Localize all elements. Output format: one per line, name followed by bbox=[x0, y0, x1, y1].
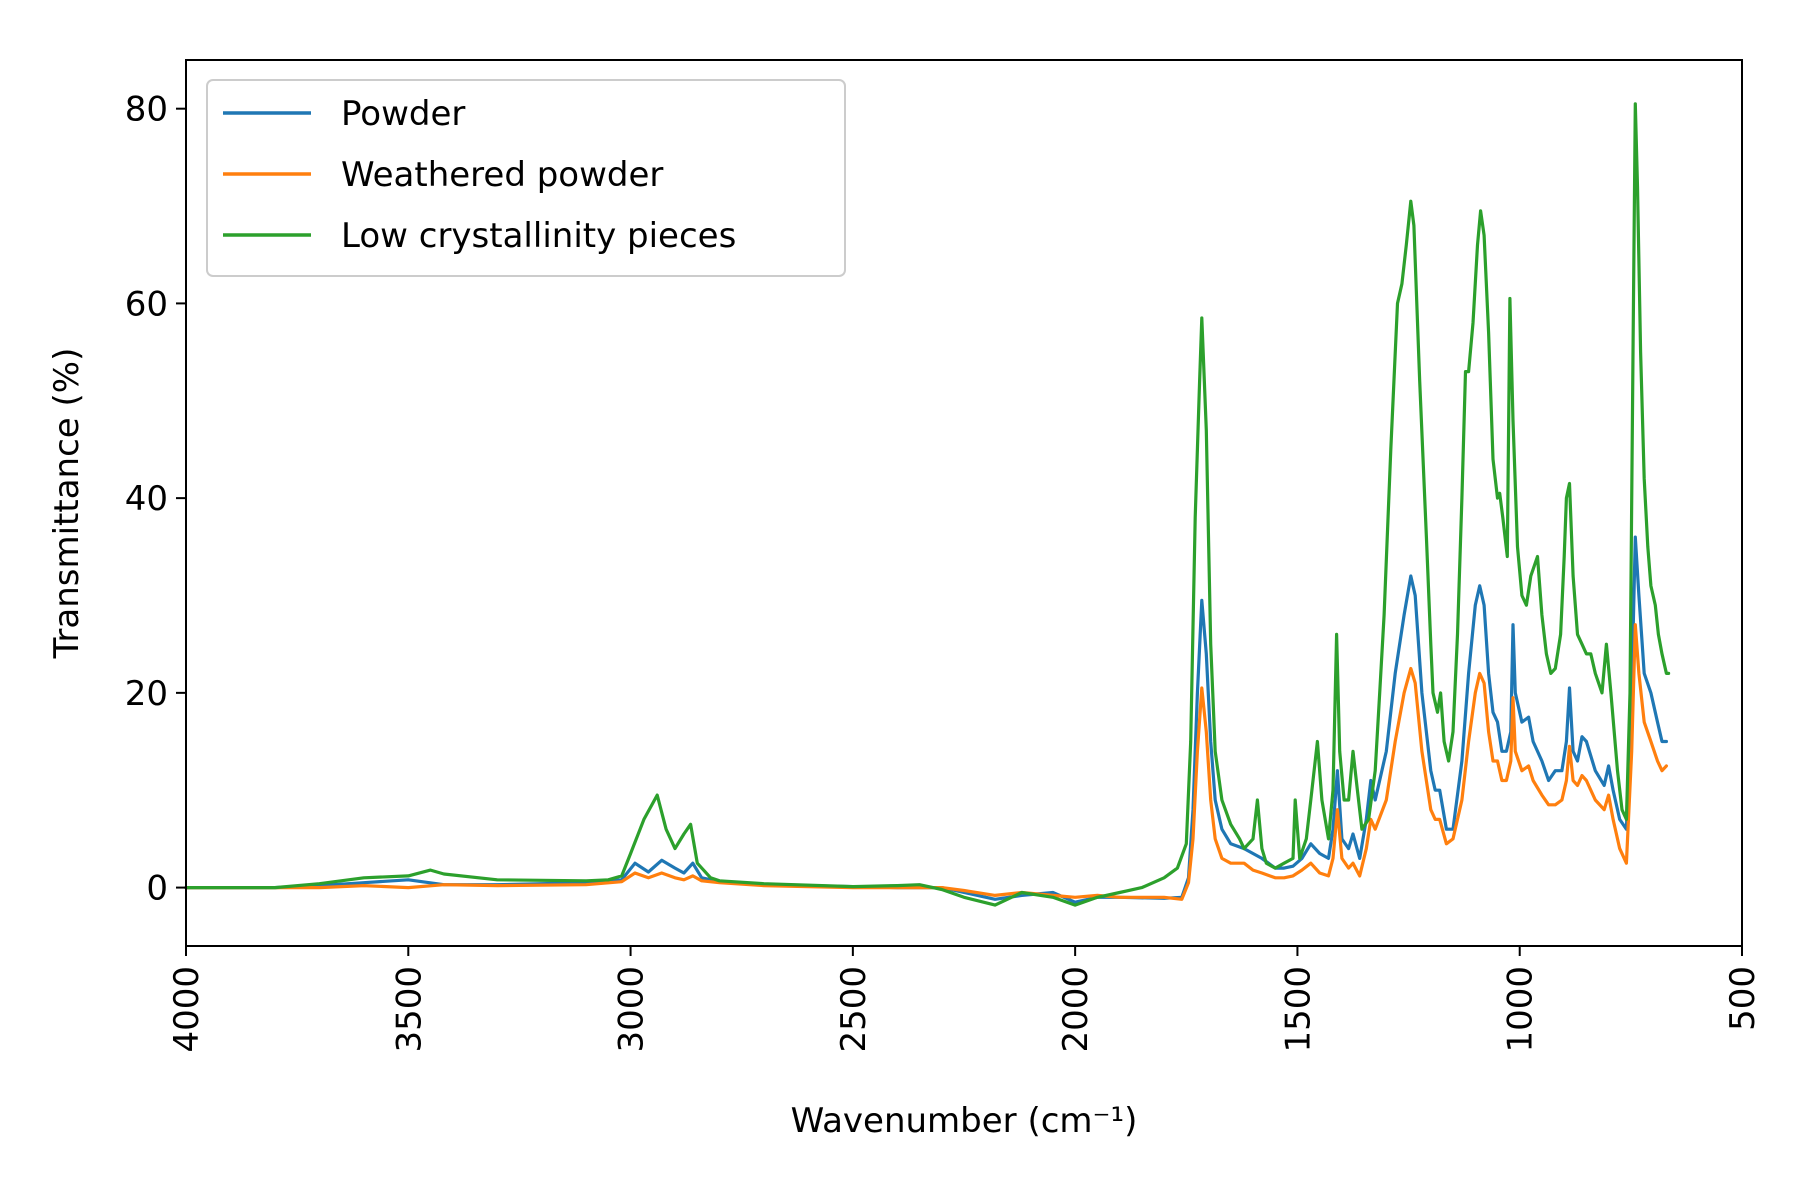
legend-box bbox=[206, 79, 846, 277]
y-axis: 0 20 40 60 80 bbox=[125, 90, 186, 909]
legend-label-1: Powder bbox=[341, 94, 465, 134]
series-layer bbox=[184, 102, 1671, 907]
y-tick-label: 40 bbox=[125, 479, 168, 519]
y-tick-label: 80 bbox=[125, 90, 168, 130]
x-tick-label: 2000 bbox=[1056, 966, 1096, 1053]
y-tick-label: 20 bbox=[125, 674, 168, 714]
series-line-3 bbox=[184, 102, 1671, 907]
x-tick-label: 4000 bbox=[167, 966, 207, 1053]
x-axis: 4000 3500 3000 2500 2000 1500 1000 500 bbox=[167, 946, 1763, 1053]
x-tick-label: 2500 bbox=[834, 966, 874, 1053]
legend-label-2: Weathered powder bbox=[341, 155, 663, 195]
x-tick-label: 500 bbox=[1723, 966, 1763, 1031]
x-axis-title: Wavenumber (cm⁻¹) bbox=[791, 1101, 1138, 1141]
series-line-1 bbox=[184, 535, 1668, 904]
y-tick-label: 0 bbox=[146, 869, 168, 909]
x-tick-label: 3000 bbox=[612, 966, 652, 1053]
series-line-2 bbox=[184, 623, 1668, 901]
x-tick-label: 3500 bbox=[389, 966, 429, 1053]
x-tick-label: 1500 bbox=[1278, 966, 1318, 1053]
y-axis-title: Transmittance (%) bbox=[47, 348, 87, 660]
plot-frame bbox=[185, 59, 1743, 947]
y-tick-label: 60 bbox=[125, 284, 168, 324]
legend-label-3: Low crystallinity pieces bbox=[341, 216, 736, 256]
x-tick-label: 1000 bbox=[1501, 966, 1541, 1053]
legend: Powder Weathered powder Low crystallinity … bbox=[206, 79, 846, 277]
